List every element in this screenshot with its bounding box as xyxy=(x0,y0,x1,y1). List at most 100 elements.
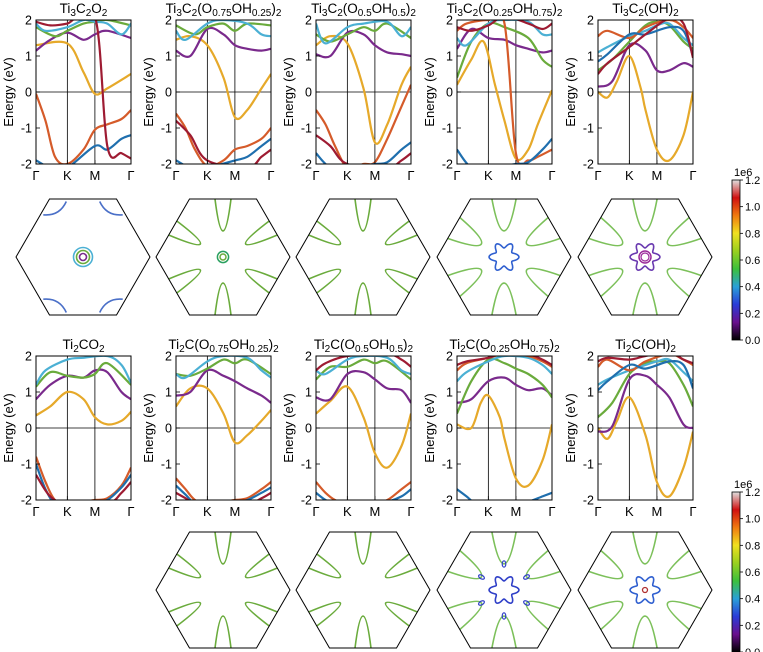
band-line xyxy=(316,34,411,145)
band-line xyxy=(176,484,271,500)
fermi-arc xyxy=(588,600,624,631)
colorbar-tick-label: 1.0 xyxy=(745,202,760,214)
fermi-arc xyxy=(384,601,418,627)
y-tick-label: -1 xyxy=(161,122,172,136)
band-line xyxy=(176,22,271,36)
band-line xyxy=(176,120,271,164)
fermi-arc xyxy=(354,198,372,232)
y-tick-label: -2 xyxy=(21,494,32,508)
fermi-pocket xyxy=(523,574,531,580)
fermi-ring xyxy=(72,246,94,268)
band-line xyxy=(316,356,411,376)
y-axis-label: Energy (eV) xyxy=(422,57,437,126)
fermi-star xyxy=(488,575,520,605)
fermi-arc xyxy=(354,282,372,316)
fermi-arc xyxy=(98,201,123,216)
y-tick-label: 2 xyxy=(165,14,172,28)
y-tick-label: 2 xyxy=(305,14,312,28)
band-line xyxy=(598,20,693,40)
y-axis-label: Energy (eV) xyxy=(281,57,296,126)
band-line xyxy=(36,134,131,164)
band-panel: 2 1 0 -1 -2 Energy (eV) Γ K M Γ xyxy=(422,350,556,520)
band-line xyxy=(176,491,271,500)
panel-title: Ti2C(O0.75OH0.25)2 xyxy=(168,337,279,355)
y-tick-label: 2 xyxy=(587,350,594,364)
k-point-label: K xyxy=(484,168,493,183)
y-tick-label: 2 xyxy=(25,350,32,364)
y-tick-label: 0 xyxy=(305,86,312,100)
band-line xyxy=(316,356,411,372)
fermi-arc xyxy=(666,267,702,298)
k-point-label: K xyxy=(625,504,634,519)
k-point-label: Γ xyxy=(453,504,460,519)
fermi-arc xyxy=(244,268,278,294)
band-line xyxy=(457,356,552,383)
band-line xyxy=(36,356,131,386)
fermi-arc xyxy=(588,267,624,298)
band-line xyxy=(457,357,552,415)
fermi-arc xyxy=(447,216,483,247)
y-tick-label: -2 xyxy=(583,494,594,508)
fermi-arc xyxy=(632,198,658,232)
y-tick-label: -2 xyxy=(442,158,453,172)
fermi-star xyxy=(488,242,520,272)
k-point-label: Γ xyxy=(407,168,414,183)
y-tick-label: -1 xyxy=(583,458,594,472)
k-point-label: M xyxy=(369,168,380,183)
k-point-label: K xyxy=(484,504,493,519)
fermi-arc xyxy=(384,220,418,246)
band-panel: 2 1 0 -1 -2 Energy (eV) Γ K M Γ xyxy=(141,350,275,520)
k-point-label: M xyxy=(651,504,662,519)
k-point-label: K xyxy=(203,504,212,519)
fermi-arc xyxy=(588,216,624,247)
y-tick-label: 2 xyxy=(587,14,594,28)
fermi-arc xyxy=(491,198,517,232)
band-panel: 2 1 0 -1 -2 Energy (eV) Γ K M Γ xyxy=(1,14,135,184)
y-tick-label: -1 xyxy=(442,122,453,136)
fermi-arc xyxy=(447,600,483,631)
band-line xyxy=(176,34,271,121)
band-line xyxy=(457,356,552,367)
fermi-ring xyxy=(78,252,88,262)
panel-title: Ti3C2(OH)2 xyxy=(612,1,679,19)
y-tick-label: 0 xyxy=(587,422,594,436)
band-line xyxy=(316,134,411,164)
band-line xyxy=(457,20,552,32)
k-point-label: M xyxy=(369,504,380,519)
fermi-pocket xyxy=(477,600,485,606)
k-point-label: M xyxy=(229,504,240,519)
band-line xyxy=(598,54,693,163)
panel-title: Ti3C2(O0.25OH0.75)2 xyxy=(446,1,563,19)
k-point-label: Γ xyxy=(32,168,39,183)
fermi-arc xyxy=(384,553,418,579)
band-line xyxy=(316,141,411,164)
k-point-label: Γ xyxy=(267,504,274,519)
k-point-label: Γ xyxy=(594,504,601,519)
band-lines xyxy=(457,20,552,164)
band-panel: 2 1 0 -1 -2 Energy (eV) Γ K M Γ xyxy=(281,14,415,184)
colorbar-tick-label: 0.6 xyxy=(745,567,760,579)
panel-title: Ti3C2O2 xyxy=(59,1,108,19)
band-line xyxy=(36,40,131,96)
fermi-arc xyxy=(491,282,517,316)
y-tick-label: -2 xyxy=(583,158,594,172)
fermi-arc xyxy=(354,615,372,649)
fermi-ring xyxy=(640,252,650,262)
k-point-label: M xyxy=(229,168,240,183)
k-point-label: M xyxy=(89,168,100,183)
fermi-surface xyxy=(295,198,431,316)
fermi-arc xyxy=(525,549,561,580)
brillouin-zone-hexagon xyxy=(155,531,291,649)
fermi-ring xyxy=(219,253,227,261)
fermi-surface xyxy=(577,531,713,649)
y-tick-label: 0 xyxy=(446,86,453,100)
fermi-surface xyxy=(577,198,713,316)
y-axis-label: Energy (eV) xyxy=(563,393,578,462)
y-tick-label: -1 xyxy=(161,458,172,472)
fermi-arc xyxy=(168,268,202,294)
band-line xyxy=(457,20,552,47)
k-point-label: Γ xyxy=(312,504,319,519)
k-point-label: Γ xyxy=(548,504,555,519)
y-tick-label: 0 xyxy=(165,86,172,100)
fermi-arc xyxy=(491,531,517,565)
